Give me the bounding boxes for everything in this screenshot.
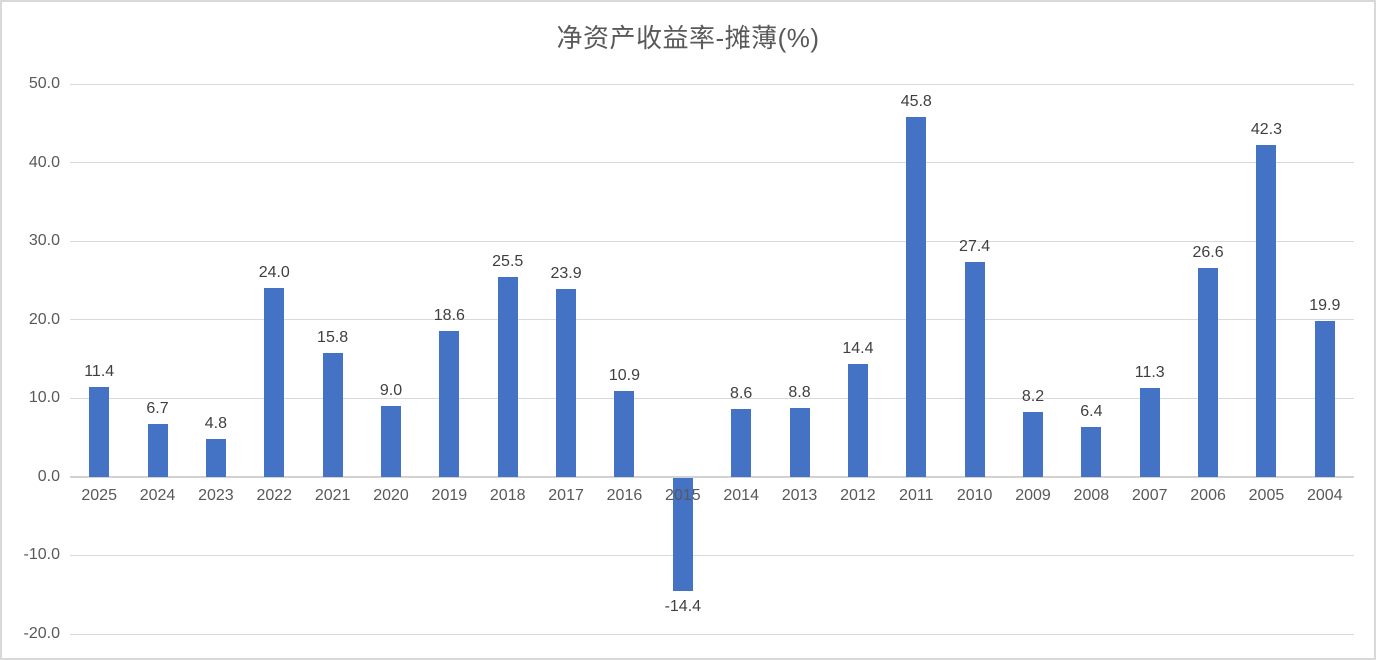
- x-axis-label-2009: 2009: [1015, 486, 1051, 504]
- bar-value-label: 6.7: [146, 400, 169, 418]
- gridline: [70, 83, 1354, 85]
- gridline: [70, 240, 1354, 242]
- bar-value-label: 14.4: [842, 339, 874, 357]
- x-axis-label-2006: 2006: [1190, 486, 1226, 504]
- x-axis-label-2023: 2023: [198, 486, 234, 504]
- x-axis-label-2011: 2011: [899, 486, 934, 504]
- x-axis-label-2018: 2018: [489, 486, 526, 504]
- bar-2012: [847, 363, 868, 477]
- y-axis-tick-label: 0.0: [37, 467, 60, 485]
- bar-2025: [89, 387, 110, 477]
- y-axis-tick-label: 10.0: [28, 389, 60, 407]
- gridline: [70, 633, 1354, 635]
- x-axis-label-2016: 2016: [606, 486, 643, 504]
- bar-2006: [1198, 267, 1219, 477]
- bar-2013: [789, 407, 810, 477]
- x-axis-label-2025: 2025: [81, 486, 117, 504]
- bar-value-label: 18.6: [433, 306, 465, 324]
- x-axis-label-2022: 2022: [256, 486, 293, 504]
- bar-value-label: 26.6: [1192, 243, 1224, 261]
- bar-value-label: 8.2: [1021, 388, 1045, 406]
- gridline: [70, 319, 1354, 321]
- y-axis-tick-label: -20.0: [23, 625, 60, 642]
- gridline: [70, 397, 1354, 399]
- bar-value-label: -14.4: [664, 598, 702, 615]
- bar-value-label: 11.4: [84, 363, 115, 381]
- x-axis-label-2007: 2007: [1131, 486, 1168, 504]
- bar-2011: [906, 117, 927, 477]
- x-axis-label-2010: 2010: [956, 486, 993, 504]
- x-axis-label-2017: 2017: [548, 486, 584, 504]
- plot-area: 50.0 40.0 30.0 20.0 10.0 0.0 -10.0 -20.0 11.4 202…: [24, 75, 1354, 642]
- bar-value-label: 42.3: [1250, 120, 1283, 138]
- bar-value-label: 23.9: [550, 265, 582, 283]
- gridline: [70, 554, 1354, 556]
- bar-2017: [556, 289, 577, 477]
- x-axis-label-2012: 2012: [840, 486, 876, 504]
- bar-2021: [322, 352, 343, 477]
- x-axis-label-2004: 2004: [1307, 486, 1343, 504]
- bar-2020: [381, 406, 401, 477]
- bar-value-label: 15.8: [317, 328, 349, 346]
- chart-title: 净资产收益率-摊薄(%): [556, 23, 820, 53]
- bar-value-label: 6.4: [1080, 402, 1103, 420]
- bar-2008: [1081, 426, 1102, 477]
- bar-value-label: 10.9: [608, 367, 641, 385]
- y-axis-tick-label: -10.0: [23, 546, 60, 564]
- bar-2004: [1314, 320, 1335, 477]
- bar-value-label: 19.9: [1309, 296, 1341, 314]
- y-axis-tick-label: 30.0: [28, 232, 60, 250]
- bar-2022: [264, 288, 285, 477]
- bar-2010: [964, 261, 985, 477]
- bar-value-label: 27.4: [959, 237, 991, 255]
- bar-2016: [614, 391, 635, 477]
- x-axis-label-2019: 2019: [431, 486, 468, 504]
- bar-2018: [497, 276, 518, 477]
- x-axis-label-2020: 2020: [373, 486, 409, 504]
- bar-2015: [672, 477, 693, 591]
- gridline: [70, 162, 1354, 164]
- x-axis-label-2008: 2008: [1073, 486, 1110, 504]
- bar-2023: [205, 439, 226, 477]
- bar-2019: [439, 330, 460, 477]
- x-axis-line: [70, 475, 1354, 478]
- bar-value-label: 8.6: [730, 385, 753, 403]
- bar-value-label: 24.0: [258, 264, 290, 282]
- bar-2007: [1139, 388, 1160, 477]
- bar-value-label: 11.3: [1134, 364, 1165, 382]
- x-axis-label-2005: 2005: [1248, 486, 1285, 504]
- y-axis-tick-label: 40.0: [28, 153, 60, 171]
- bar-2014: [731, 409, 752, 477]
- bar-value-label: 9.0: [379, 382, 403, 400]
- bar-value-label: 45.8: [900, 93, 932, 110]
- bar-2024: [147, 424, 168, 477]
- y-axis-tick-label: 20.0: [28, 310, 60, 328]
- bar-2009: [1023, 412, 1043, 477]
- x-axis-label-2013: 2013: [781, 486, 818, 504]
- bar-value-label: 8.8: [788, 383, 811, 401]
- bar-2005: [1256, 144, 1277, 477]
- x-axis-label-2015: 2015: [665, 486, 701, 504]
- x-axis-label-2021: 2021: [314, 486, 351, 504]
- bar-value-label: 25.5: [492, 252, 524, 270]
- x-axis-label-2024: 2024: [139, 486, 176, 504]
- y-axis-tick-label: 50.0: [28, 75, 60, 92]
- bar-value-label: 4.8: [204, 415, 228, 433]
- x-axis-label-2014: 2014: [723, 486, 759, 504]
